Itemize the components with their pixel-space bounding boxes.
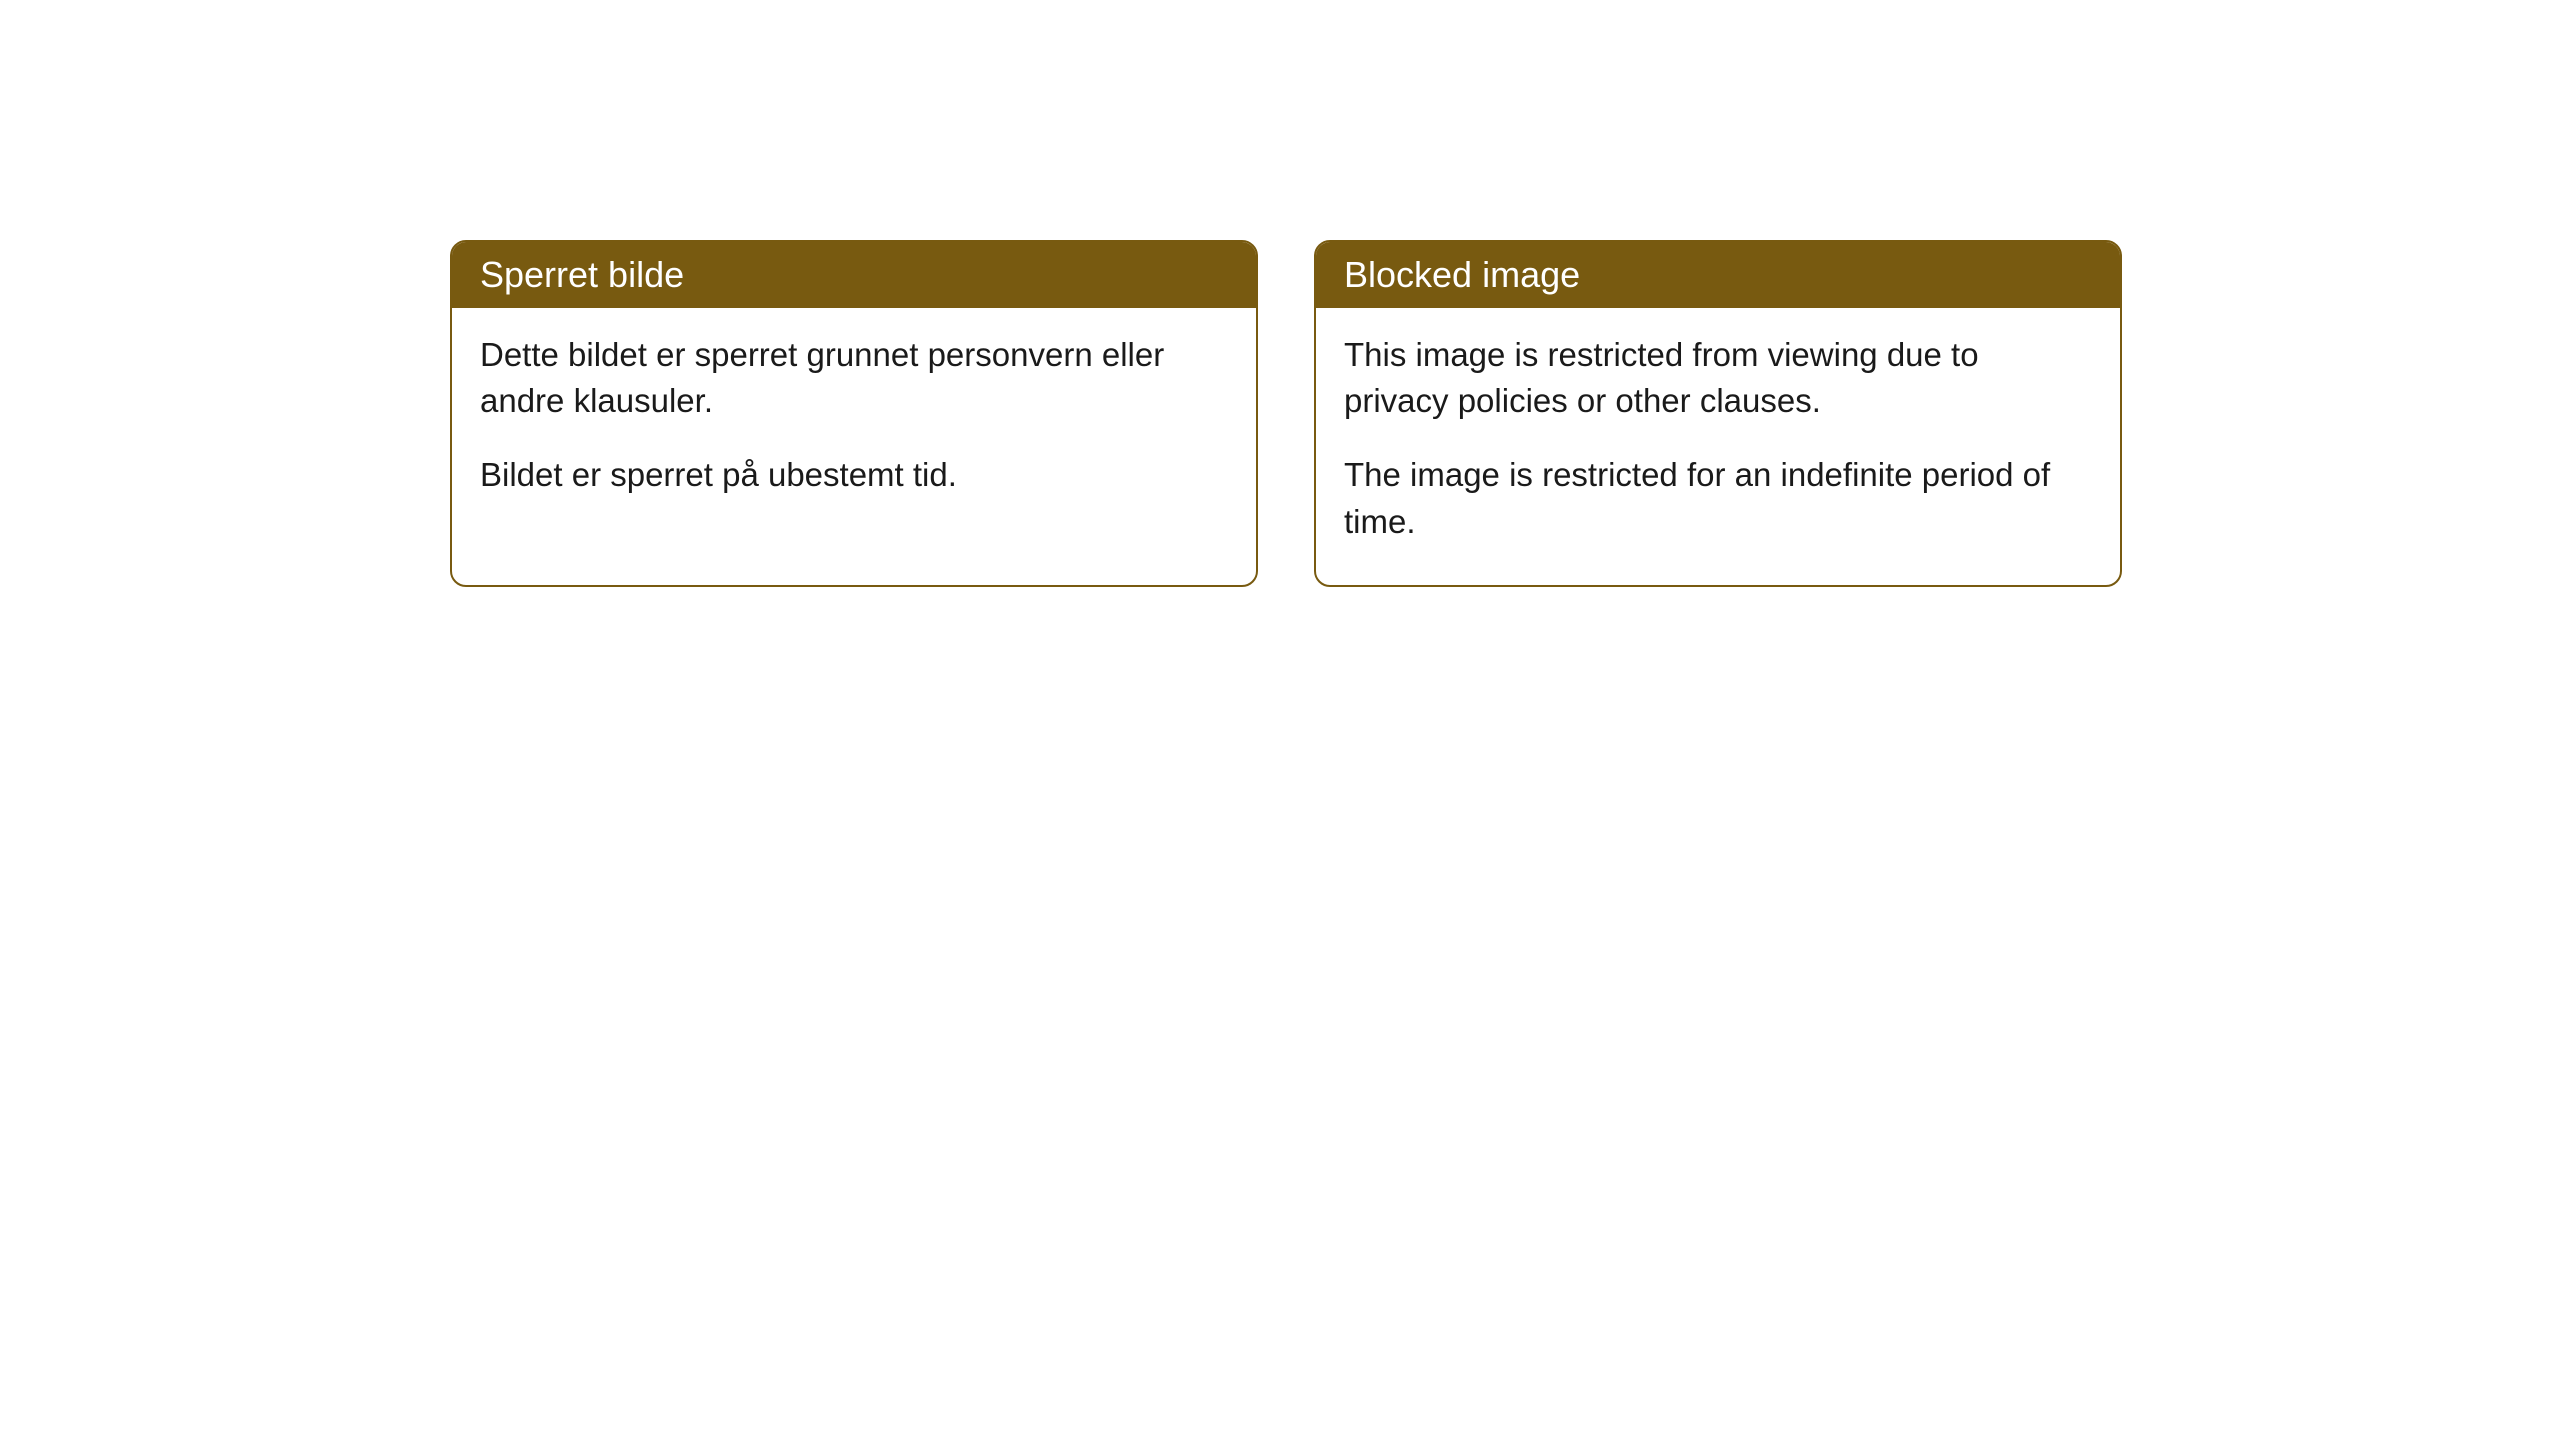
- notice-cards-container: Sperret bilde Dette bildet er sperret gr…: [450, 240, 2122, 587]
- card-paragraph: Bildet er sperret på ubestemt tid.: [480, 452, 1228, 498]
- blocked-image-card-english: Blocked image This image is restricted f…: [1314, 240, 2122, 587]
- card-body: This image is restricted from viewing du…: [1316, 308, 2120, 585]
- blocked-image-card-norwegian: Sperret bilde Dette bildet er sperret gr…: [450, 240, 1258, 587]
- card-header: Blocked image: [1316, 242, 2120, 308]
- card-header: Sperret bilde: [452, 242, 1256, 308]
- card-body: Dette bildet er sperret grunnet personve…: [452, 308, 1256, 539]
- card-paragraph: This image is restricted from viewing du…: [1344, 332, 2092, 424]
- card-title: Sperret bilde: [480, 254, 1228, 296]
- card-paragraph: Dette bildet er sperret grunnet personve…: [480, 332, 1228, 424]
- card-title: Blocked image: [1344, 254, 2092, 296]
- card-paragraph: The image is restricted for an indefinit…: [1344, 452, 2092, 544]
